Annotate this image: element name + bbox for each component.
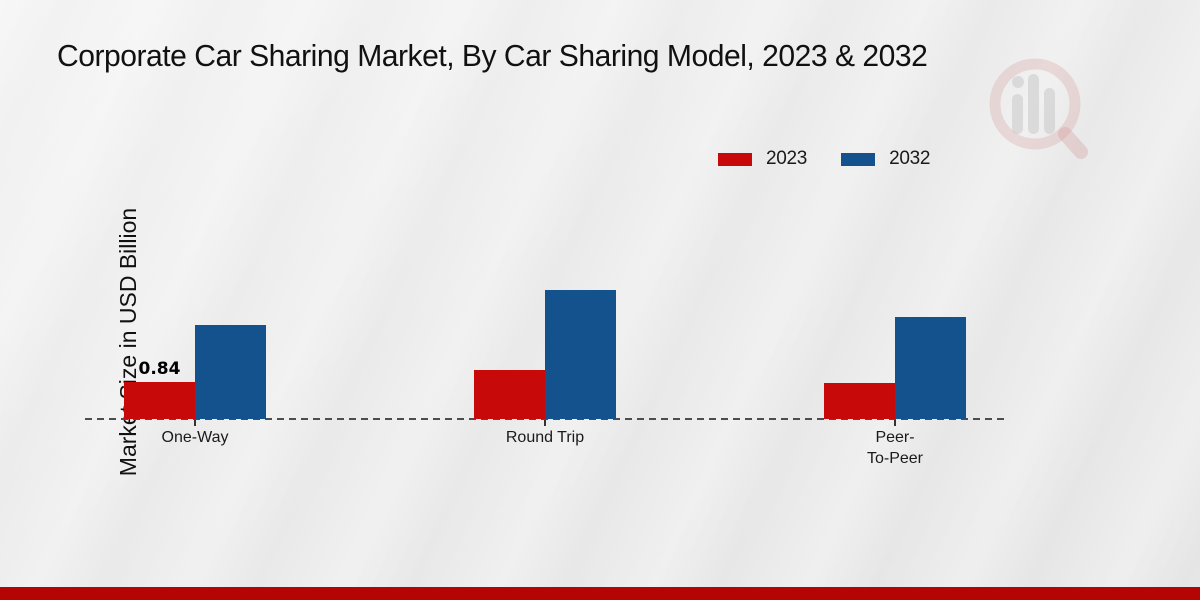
chart-title: Corporate Car Sharing Market, By Car Sha… — [57, 38, 928, 73]
x-axis-tick — [894, 420, 896, 426]
legend-item-2023: 2023 — [718, 148, 807, 170]
bar-2032-round-trip — [545, 290, 616, 419]
x-axis-tick — [194, 420, 196, 426]
category-label-round-trip: Round Trip — [505, 429, 585, 446]
legend: 2023 2032 — [718, 148, 930, 170]
legend-item-2032: 2032 — [841, 148, 930, 170]
bar-2023-peer-to-peer — [824, 383, 895, 419]
data-label: 0.84 — [138, 359, 181, 379]
bar-2023-round-trip — [474, 370, 545, 419]
x-axis-baseline — [85, 418, 1007, 420]
x-axis-tick — [544, 420, 546, 426]
legend-label-2023: 2023 — [766, 148, 808, 169]
legend-label-2032: 2032 — [889, 148, 931, 169]
legend-swatch-2023-icon — [718, 152, 752, 166]
bar-2032-peer-to-peer — [895, 317, 966, 419]
bottom-accent-band — [0, 587, 1200, 600]
bar-2023-one-way — [124, 382, 195, 419]
category-label-peer-to-peer: Peer- To-Peer — [866, 429, 924, 467]
bar-2032-one-way — [195, 325, 266, 419]
magnifier-bar-chart-logo-icon — [989, 58, 1088, 159]
category-label-one-way: One-Way — [161, 429, 229, 446]
plot-area: One-Way Round Trip Peer- To-Peer 0.84 — [85, 190, 1007, 467]
legend-swatch-2032-icon — [841, 152, 876, 166]
